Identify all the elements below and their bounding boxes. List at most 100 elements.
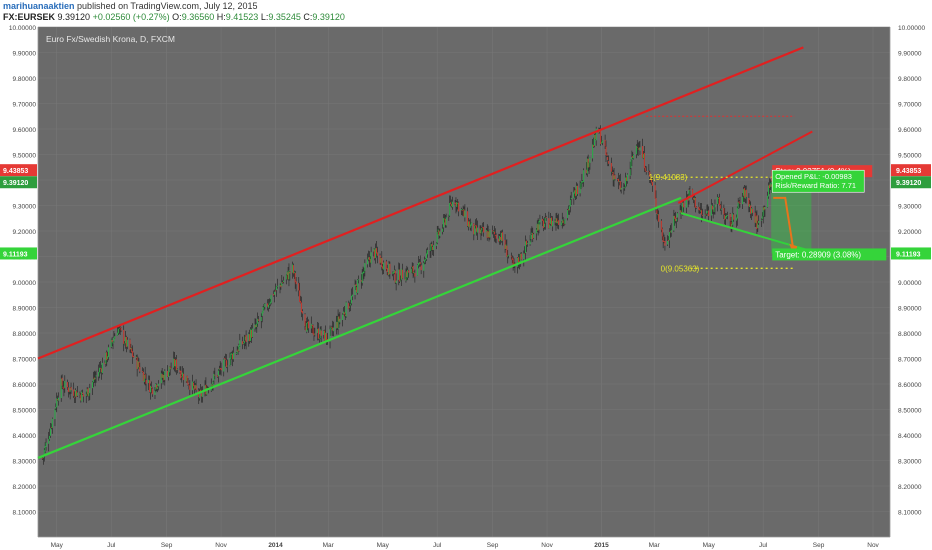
candle-body	[300, 302, 303, 313]
upper-trend-line[interactable]	[37, 46, 804, 360]
candle-body	[350, 295, 353, 304]
candle-body	[457, 203, 459, 204]
candle-body	[355, 284, 357, 287]
candle-body	[658, 214, 660, 222]
author-link[interactable]: marihuanaaktien	[3, 1, 75, 11]
candle-body	[718, 197, 720, 205]
price-chart[interactable]: 8.10000 8.20000 8.30000 8.40000 8.50000 8.600…	[0, 24, 932, 550]
candle-body	[519, 253, 521, 264]
candle-body	[406, 271, 408, 278]
candle-body	[392, 272, 394, 274]
candle-body	[73, 389, 75, 396]
candle-body	[548, 218, 550, 229]
candle-body	[225, 360, 227, 368]
candle-body	[751, 208, 754, 213]
candle-body	[450, 204, 453, 207]
y-tick-label-left: 10.00000	[9, 25, 36, 32]
candle-body	[714, 204, 716, 208]
candle-body	[269, 301, 271, 305]
last-price: 9.39120	[57, 12, 91, 22]
candle-body	[93, 377, 95, 380]
candle-body	[41, 457, 44, 459]
candle-body	[657, 214, 659, 216]
x-tick-label: Nov	[867, 542, 879, 549]
candle-body	[51, 418, 53, 428]
candle-body	[111, 339, 113, 343]
candle-body	[74, 396, 76, 398]
candle-body	[707, 211, 709, 213]
y-tick-label-left: 8.50000	[13, 408, 37, 415]
fib-label-0: 0(9.05363)	[661, 264, 700, 273]
candle-body	[339, 318, 341, 323]
candle-body	[755, 216, 757, 224]
candle-body	[535, 229, 537, 234]
candle-body	[704, 214, 706, 216]
candle-body	[711, 205, 713, 210]
candle-body	[379, 255, 381, 264]
y-tick-label-right: 8.60000	[898, 382, 922, 389]
y-tick-label-left: 8.10000	[13, 510, 37, 517]
candle-body	[438, 230, 440, 236]
candle-body	[408, 270, 410, 273]
candle-body	[164, 370, 166, 380]
candle-body	[173, 358, 175, 368]
candle-body	[513, 263, 515, 265]
price-tag-right	[891, 247, 931, 260]
candle-body	[656, 210, 658, 214]
candle-body	[266, 303, 269, 307]
candle-body	[49, 435, 51, 440]
candle-body	[124, 337, 127, 344]
candle-body	[99, 367, 102, 369]
candle-body	[600, 142, 603, 144]
x-tick-label: Nov	[541, 542, 553, 549]
candle-body	[467, 211, 469, 227]
candle-body	[249, 334, 251, 342]
candle-body	[119, 327, 121, 328]
candle-body	[155, 383, 157, 390]
channel-resistance-line[interactable]	[677, 130, 813, 204]
price-axis-right[interactable]: 8.10000 8.20000 8.30000 8.40000 8.50000 8.600…	[889, 25, 925, 537]
candle-body	[530, 234, 532, 240]
candle-body	[451, 201, 453, 208]
candle-body	[311, 324, 313, 326]
candle-body	[285, 275, 287, 280]
y-tick-label-right: 8.50000	[898, 408, 922, 415]
y-tick-label-right: 8.10000	[898, 510, 922, 517]
candle-body	[320, 330, 322, 336]
y-tick-label-right: 9.00000	[898, 280, 922, 287]
candle-body	[474, 225, 476, 235]
candle-body	[123, 329, 125, 344]
candle-body	[212, 381, 214, 386]
candle-body	[242, 343, 244, 344]
candle-body	[89, 387, 91, 394]
candle-body	[667, 240, 669, 245]
candle-body	[645, 170, 647, 173]
candle-body	[131, 348, 133, 353]
grid	[38, 26, 890, 537]
candle-body	[206, 387, 208, 395]
candle-body	[411, 267, 413, 269]
candle-body	[769, 183, 771, 187]
candle-body	[763, 206, 765, 211]
price-tag-left	[0, 176, 37, 189]
candle-body	[383, 262, 385, 270]
published-text: published on TradingView.com, July 12, 2…	[77, 1, 258, 11]
time-axis[interactable]: May Jul Sep Nov 2014 Mar May Jul Sep Nov 2015 Mar Ma…	[38, 536, 890, 549]
candle-body	[319, 329, 321, 339]
price-axis-left[interactable]: 8.10000 8.20000 8.30000 8.40000 8.50000 8.600…	[9, 25, 39, 537]
candle-body	[476, 227, 478, 233]
candle-body	[373, 248, 375, 252]
candle-body	[643, 153, 645, 169]
candle-body	[187, 382, 189, 385]
candle-body	[50, 426, 52, 428]
projection-arrow	[773, 196, 795, 250]
candle-body	[581, 181, 583, 183]
symbol-label[interactable]: FX:EURSEK	[3, 12, 56, 22]
candle-body	[254, 324, 256, 329]
lower-trend-line[interactable]	[37, 196, 682, 459]
candle-body	[768, 184, 770, 189]
candle-body	[392, 272, 394, 274]
candle-body	[193, 385, 195, 390]
candle-body	[133, 355, 135, 358]
candle-body	[667, 239, 670, 241]
